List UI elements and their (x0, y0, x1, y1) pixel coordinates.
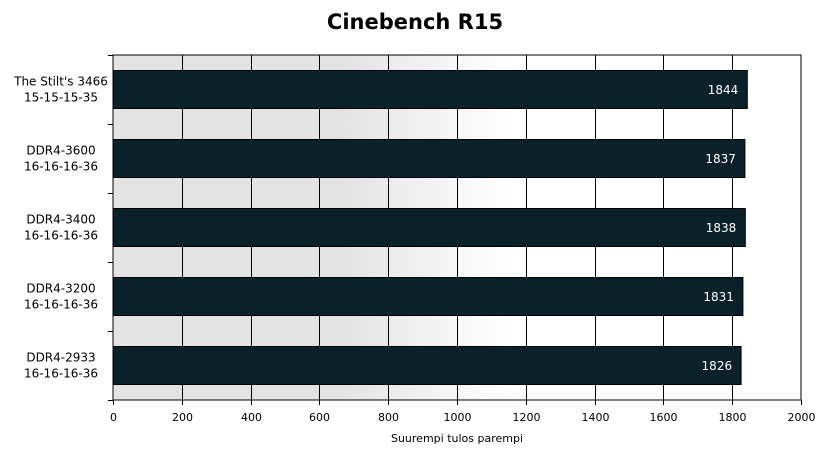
bar-value-label: 1831 (703, 290, 734, 304)
category-label: DDR4-3600 (26, 144, 95, 158)
category-label: 16-16-16-36 (24, 160, 98, 174)
bar-value-label: 1837 (705, 152, 736, 166)
x-tick-label: 1800 (719, 411, 747, 424)
bars: 1844 1837 1838 1831 1826 (112, 70, 748, 385)
x-tick-label: 1600 (650, 411, 678, 424)
x-axis-title: Suurempi tulos parempi (391, 432, 523, 445)
category-label: 16-16-16-36 (24, 298, 98, 312)
x-tick-label: 200 (172, 411, 193, 424)
bar (112, 346, 742, 385)
x-tick-label: 600 (309, 411, 330, 424)
chart-title: Cinebench R15 (326, 10, 504, 34)
bar (112, 277, 744, 316)
x-tick-label: 1200 (513, 411, 541, 424)
x-tick-label: 800 (378, 411, 399, 424)
bar-value-label: 1826 (702, 359, 733, 373)
category-label: The Stilt's 3466 (13, 75, 108, 89)
x-tick-label: 2000 (788, 411, 816, 424)
axes: 0 200 400 600 800 1000 1200 1400 1600 1800 2000 The… (13, 55, 816, 424)
x-tick-label: 1000 (444, 411, 472, 424)
category-label: 16-16-16-36 (24, 367, 98, 381)
category-label: 16-16-16-36 (24, 229, 98, 243)
x-tick-label: 400 (241, 411, 262, 424)
bar (112, 208, 746, 247)
x-tick-label: 0 (110, 411, 117, 424)
category-label: 15-15-15-35 (24, 91, 98, 105)
category-label: DDR4-3200 (26, 282, 95, 296)
bar (112, 70, 748, 109)
x-tick-label: 1400 (582, 411, 610, 424)
bar (112, 139, 746, 178)
category-label: DDR4-2933 (26, 351, 95, 365)
bar-value-label: 1844 (708, 83, 739, 97)
bar-value-label: 1838 (706, 221, 737, 235)
category-label: DDR4-3400 (26, 213, 95, 227)
